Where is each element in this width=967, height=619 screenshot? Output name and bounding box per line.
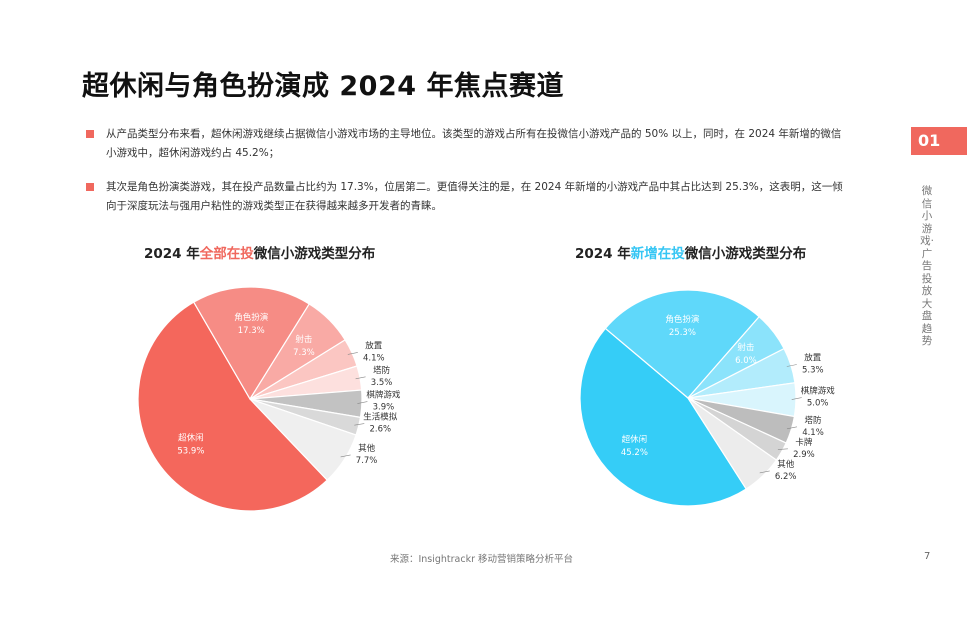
bullet-point-2: 其次是角色扮演类游戏，其在投产品数量占比约为 17.3%，位居第二。更值得关注的… <box>86 178 846 216</box>
source-text: 来源：Insightrackr 移动营销策略分析平台 <box>389 554 574 565</box>
slice-label: 卡牌 <box>795 437 813 448</box>
slice-value-label: 2.6% <box>369 425 391 435</box>
slice-value-label: 5.0% <box>807 399 829 409</box>
pie-slice <box>579 327 748 507</box>
slice-label: 射击 <box>737 342 754 353</box>
side-section-label: 微信小游戏·广告投放大盘趋势 <box>920 185 934 347</box>
chart-title-highlight: 全部在投 <box>199 246 254 262</box>
leader-line <box>777 448 788 450</box>
slice-label: 塔防 <box>804 415 822 426</box>
slice-value-label: 53.9% <box>177 446 204 456</box>
pie-slice <box>137 301 329 512</box>
leader-line <box>340 454 351 458</box>
chart-title-prefix: 2024 年 <box>575 246 631 262</box>
slice-label: 放置 <box>365 340 383 351</box>
slice-value-label: 4.1% <box>363 353 385 363</box>
chart-title-prefix: 2024 年 <box>144 246 200 262</box>
slice-value-label: 7.7% <box>356 456 378 466</box>
leader-line <box>357 401 368 404</box>
slice-label: 其他 <box>358 443 376 454</box>
slice-value-label: 2.9% <box>793 450 815 460</box>
slice-label: 放置 <box>804 353 822 364</box>
leader-line <box>786 364 797 367</box>
chart-title-highlight: 新增在投 <box>630 246 685 262</box>
slice-label: 其他 <box>777 459 795 470</box>
section-tag: 01 <box>911 127 967 155</box>
slice-value-label: 17.3% <box>238 326 265 336</box>
page-title: 超休闲与角色扮演成 2024 年焦点赛道 <box>82 71 564 102</box>
slice-value-label: 45.2% <box>621 448 648 458</box>
slice-label: 生活模拟 <box>363 412 398 423</box>
chart-title-suffix: 微信小游戏类型分布 <box>684 246 807 262</box>
bullet-text: 从产品类型分布来看，超休闲游戏继续占据微信小游戏市场的主导地位。该类型的游戏占所… <box>106 128 842 159</box>
slice-label: 棋牌游戏 <box>366 390 401 401</box>
slice-label: 射击 <box>295 334 312 345</box>
slice-value-label: 6.2% <box>775 472 797 482</box>
pie-slice <box>687 397 778 490</box>
leader-line <box>354 423 365 426</box>
pie-slice <box>604 289 760 399</box>
slice-value-label: 6.0% <box>735 356 757 366</box>
slice-value-label: 25.3% <box>669 328 696 338</box>
chart-title-new: 2024 年新增在投微信小游戏类型分布 <box>575 242 806 262</box>
bullet-text: 其次是角色扮演类游戏，其在投产品数量占比约为 17.3%，位居第二。更值得关注的… <box>106 181 843 212</box>
pie-slice <box>249 398 357 481</box>
slice-value-label: 7.3% <box>293 348 315 358</box>
chart-title-all: 2024 年全部在投微信小游戏类型分布 <box>144 242 375 262</box>
slice-label: 超休闲 <box>622 434 648 445</box>
page-number: 7 <box>924 551 931 562</box>
bullet-square-icon <box>86 183 94 191</box>
pie-slice <box>192 286 311 401</box>
bullet-square-icon <box>86 130 94 138</box>
leader-line <box>786 426 798 430</box>
slice-label: 棋牌游戏 <box>801 386 836 397</box>
slice-value-label: 5.3% <box>802 366 824 376</box>
source-note: 来源：Insightrackr 移动营销策略分析平台 <box>0 551 967 565</box>
leader-line <box>759 470 770 474</box>
slice-label: 角色扮演 <box>234 312 269 323</box>
slice-value-label: 4.1% <box>802 428 824 438</box>
slice-value-label: 3.5% <box>371 378 393 388</box>
slice-value-label: 3.9% <box>373 403 395 413</box>
chart-title-suffix: 微信小游戏类型分布 <box>253 246 376 262</box>
bullet-point-1: 从产品类型分布来看，超休闲游戏继续占据微信小游戏市场的主导地位。该类型的游戏占所… <box>86 125 846 163</box>
slice-label: 角色扮演 <box>665 314 700 325</box>
leader-line <box>355 376 366 380</box>
leader-line <box>347 352 358 355</box>
leader-line <box>791 397 802 400</box>
slice-label: 塔防 <box>373 365 391 376</box>
slice-label: 超休闲 <box>178 432 204 443</box>
